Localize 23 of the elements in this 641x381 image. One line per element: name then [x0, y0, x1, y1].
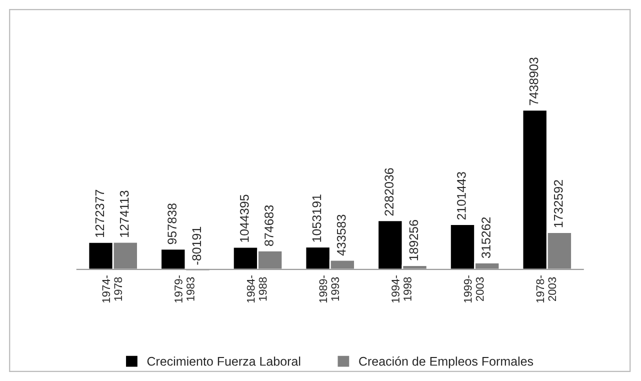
- x-tick-label: 1994- 1998: [392, 275, 412, 303]
- x-tick-label: 1978- 2003: [536, 275, 556, 303]
- data-label: 1044395: [240, 194, 249, 242]
- data-label: 2282036: [384, 168, 394, 216]
- data-label: 1732592: [554, 180, 563, 228]
- x-tick-label: 1974- 1978: [102, 275, 122, 303]
- legend-label: Crecimiento Fuerza Laboral: [147, 356, 300, 366]
- x-tick-label: 1999- 2003: [464, 275, 484, 303]
- data-label: 7438903: [529, 58, 538, 106]
- data-label: 2101443: [457, 172, 466, 220]
- x-tick-label: 1989- 1993: [319, 275, 340, 303]
- data-label: 957838: [168, 204, 176, 244]
- data-label: -80191: [192, 226, 202, 265]
- data-label: 874683: [264, 205, 274, 246]
- data-label: 315262: [482, 217, 490, 258]
- data-label: 1053191: [312, 194, 322, 242]
- data-label: 433583: [336, 214, 346, 256]
- x-tick-label: 1979- 1983: [174, 275, 194, 303]
- data-label: 1272377: [95, 190, 104, 238]
- data-label: 1274113: [120, 190, 129, 237]
- data-label: 189256: [409, 220, 418, 260]
- legend-label: Creación de Empleos Formales: [359, 356, 534, 368]
- x-tick-label: 1984- 1988: [246, 275, 267, 303]
